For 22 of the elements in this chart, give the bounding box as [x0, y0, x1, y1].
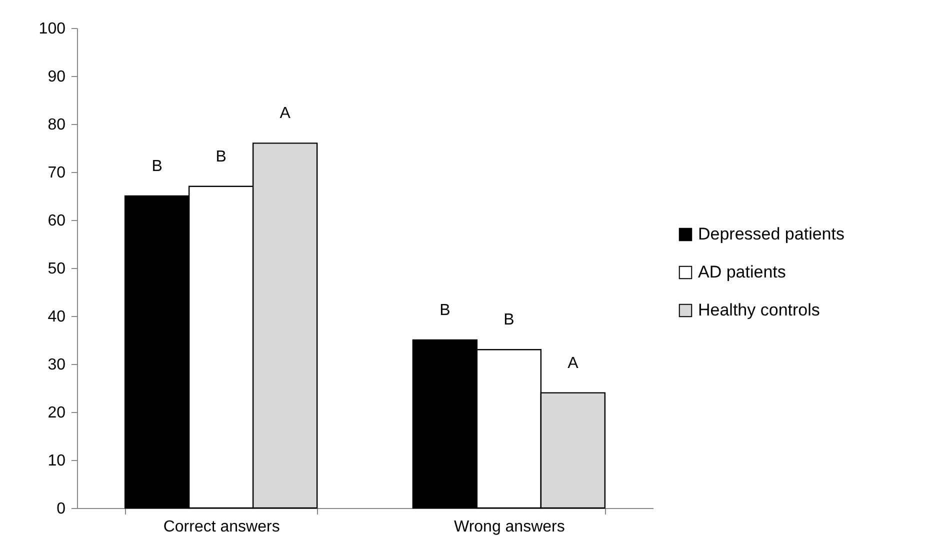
- annotation: B: [152, 158, 162, 175]
- annotation: B: [504, 312, 514, 329]
- legend-label: Healthy controls: [698, 300, 820, 320]
- y-tick-label: 30: [48, 356, 66, 374]
- y-tick-label: 80: [48, 116, 66, 134]
- legend-label: AD patients: [698, 262, 786, 282]
- y-tick-label: 0: [56, 500, 66, 518]
- y-tick-label: 40: [48, 308, 66, 326]
- y-tick-label: 70: [48, 164, 66, 182]
- y-tick-label: 90: [48, 68, 66, 86]
- y-tick-label: 10: [48, 452, 66, 470]
- x-tick-label: Correct answers: [163, 518, 280, 536]
- y-tick-label: 60: [48, 212, 66, 230]
- x-tick-label: Wrong answers: [454, 518, 565, 536]
- y-tick-label: 20: [48, 404, 66, 422]
- annotation: A: [568, 354, 579, 372]
- annotation: A: [280, 105, 291, 122]
- y-tick-label: 50: [48, 260, 66, 278]
- annotation: B: [440, 302, 450, 319]
- legend-label: Depressed patients: [698, 224, 844, 244]
- y-tick-label: 100: [38, 20, 66, 38]
- annotation: B: [216, 148, 226, 166]
